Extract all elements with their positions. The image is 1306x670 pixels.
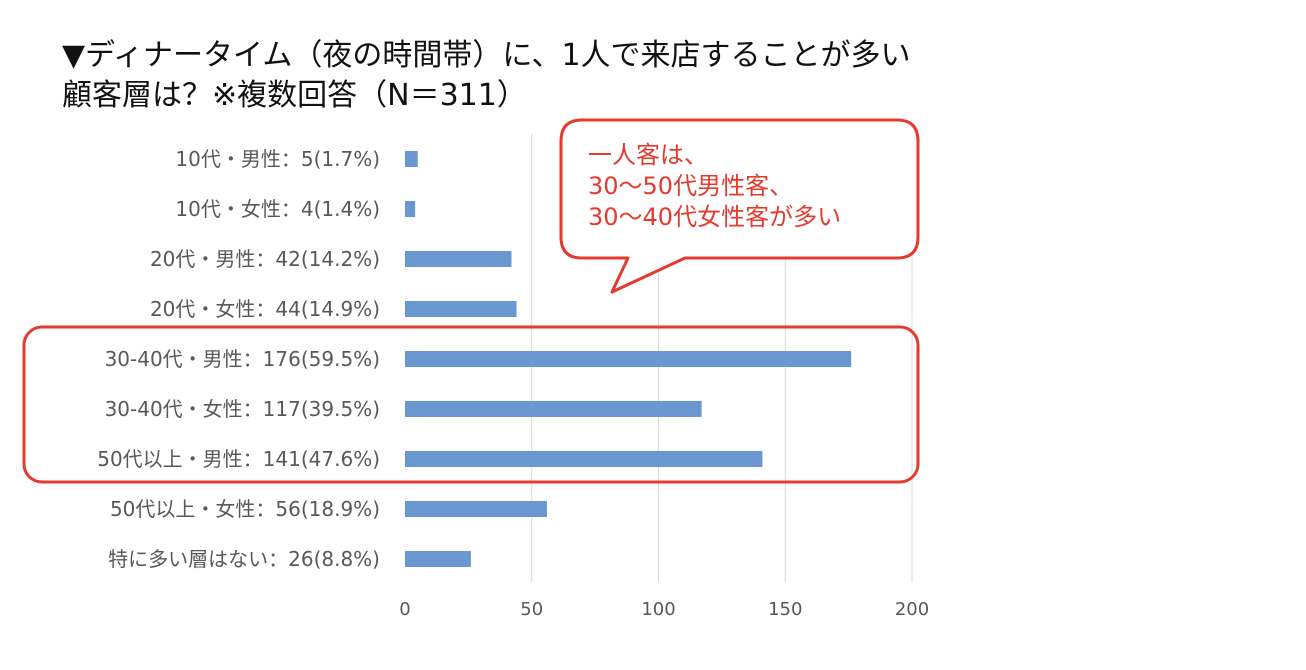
- bar: [405, 451, 763, 467]
- x-tick-label: 150: [768, 599, 802, 620]
- category-labels: 10代・男性：5(1.7%) 10代・女性：4(1.4%) 20代・男性：42(14…: [97, 147, 380, 571]
- category-label: 30-40代・女性：117(39.5%): [105, 397, 380, 421]
- category-label: 50代以上・男性：141(47.6%): [97, 447, 380, 471]
- callout-bubble: [559, 118, 920, 294]
- x-tick-labels: 0 50 100 150 200: [399, 599, 929, 620]
- bar: [405, 251, 512, 267]
- x-tick-label: 0: [399, 599, 410, 620]
- bar: [405, 151, 418, 167]
- category-label: 10代・女性：4(1.4%): [175, 197, 380, 221]
- chart-title-line-2: 顧客層は？※複数回答（N＝311）: [62, 78, 527, 113]
- category-label: 30-40代・男性：176(59.5%): [105, 347, 380, 371]
- x-tick-label: 50: [520, 599, 543, 620]
- chart-title-line-1: ▼ディナータイム（夜の時間帯）に、1人で来店することが多い: [62, 38, 911, 73]
- callout-text: 一人客は、 30〜50代男性客、 30〜40代女性客が多い: [588, 141, 842, 231]
- category-label: 20代・男性：42(14.2%): [150, 247, 380, 271]
- chart-title: ▼ディナータイム（夜の時間帯）に、1人で来店することが多い 顧客層は？※複数回答…: [62, 36, 962, 116]
- category-label: 特に多い層はない：26(8.8%): [108, 547, 380, 571]
- category-label: 50代以上・女性：56(18.9%): [110, 497, 380, 521]
- bar: [405, 301, 517, 317]
- category-label: 20代・女性：44(14.9%): [150, 297, 380, 321]
- bar: [405, 201, 416, 217]
- category-label: 10代・男性：5(1.7%): [175, 147, 380, 171]
- bars: [405, 151, 852, 567]
- bar: [405, 551, 471, 567]
- bar: [405, 401, 702, 417]
- x-tick-label: 100: [641, 599, 675, 620]
- bar: [405, 501, 547, 517]
- highlight-box: [22, 325, 920, 484]
- x-tick-label: 200: [895, 599, 929, 620]
- bar: [405, 351, 852, 367]
